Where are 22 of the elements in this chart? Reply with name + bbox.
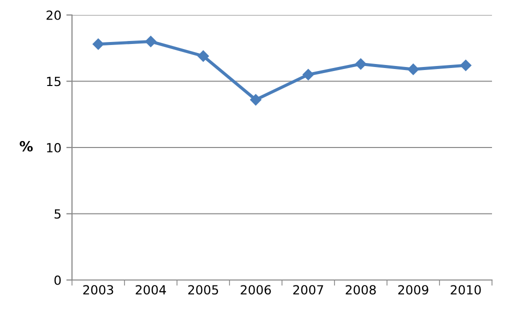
y-tick-label: 20 xyxy=(46,10,61,20)
point xyxy=(198,50,209,62)
x-tick-label: 2009 xyxy=(398,285,428,295)
y-tick-label: 10 xyxy=(47,142,61,152)
point xyxy=(250,94,262,106)
point xyxy=(355,58,366,70)
x-tick-label: 2010 xyxy=(450,285,481,295)
x-tick-label: 2007 xyxy=(293,285,324,295)
point xyxy=(408,64,419,75)
point xyxy=(92,38,104,50)
y-tick-label: 15 xyxy=(47,76,60,86)
x-tick-label: 2005 xyxy=(188,285,218,295)
y-axis-title: % xyxy=(20,141,33,152)
x-tick-label: 2006 xyxy=(240,285,271,295)
x-tick-label: 2008 xyxy=(346,285,376,295)
point xyxy=(302,69,314,80)
x-tick-label: 2004 xyxy=(136,285,166,295)
point xyxy=(460,60,472,71)
point xyxy=(145,36,156,48)
y-tick-label: 5 xyxy=(54,209,60,219)
x-tick-label: 2003 xyxy=(83,285,114,295)
y-tick-label: 0 xyxy=(54,275,61,285)
